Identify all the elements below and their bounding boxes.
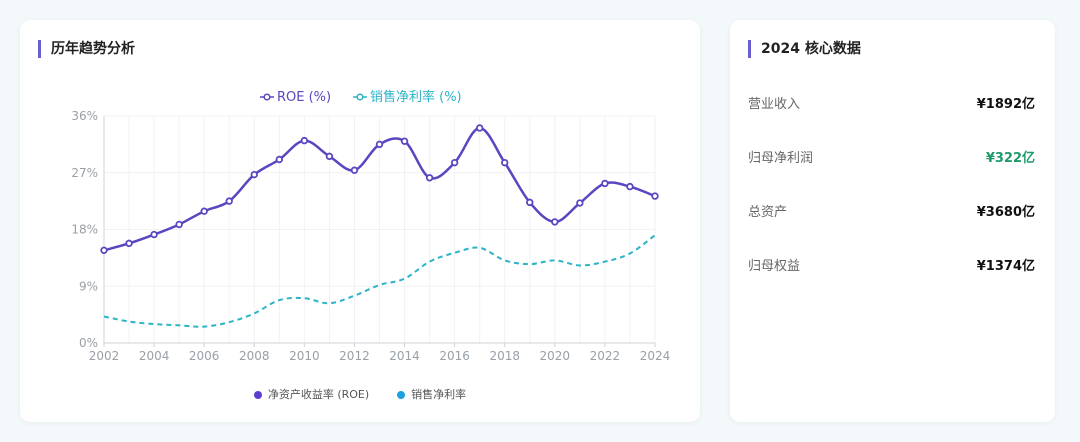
x-tick-label: 2012 <box>339 349 370 363</box>
core-row-equity: 归母权益 ¥1374亿 <box>748 252 1035 276</box>
row-label: 总资产 <box>748 204 788 220</box>
data-point <box>601 179 609 188</box>
bottom-legend-margin[interactable]: 销售净利率 <box>397 386 466 402</box>
legend-label: 净资产收益率 (ROE) <box>267 388 370 401</box>
row-label: 归母权益 <box>748 258 801 274</box>
core-data-card: 2024 核心数据 营业收入 ¥1892亿 归母净利润 ¥322亿 总资产 ¥3680… <box>730 20 1055 422</box>
data-point <box>501 158 509 167</box>
y-tick-label: 27% <box>71 166 98 180</box>
data-point <box>250 170 258 179</box>
x-tick-label: 2016 <box>439 349 470 363</box>
core-row-net-profit: 归母净利润 ¥322亿 <box>748 144 1035 168</box>
trend-chart: 0% 9% 18% 27% 36% 2002 2004 2006 2008 2010 2012 201… <box>71 89 671 363</box>
x-tick-label: 2022 <box>590 349 621 363</box>
y-tick-label: 18% <box>71 223 98 237</box>
row-label: 归母净利润 <box>748 150 814 166</box>
trend-title: 历年趋势分析 <box>38 40 135 58</box>
data-point <box>275 155 284 164</box>
dot-icon <box>253 391 262 399</box>
x-tick-label: 2008 <box>239 349 270 363</box>
row-value: ¥3680亿 <box>976 204 1035 220</box>
x-tick-label: 2014 <box>389 349 420 363</box>
legend-marker-icon <box>263 93 271 101</box>
core-row-total-assets: 总资产 ¥3680亿 <box>748 198 1035 222</box>
y-tick-label: 0% <box>79 336 98 350</box>
x-tick-label: 2002 <box>89 349 120 363</box>
series-line-1 <box>103 234 656 328</box>
data-point <box>300 136 309 145</box>
data-point <box>475 124 484 132</box>
row-value: ¥322亿 <box>985 150 1035 166</box>
legend-label: 销售净利率 (%) <box>370 89 462 105</box>
trend-card: 历年趋势分析 0% 9% 18% 27% 36% 2002 2004 2006 2008 2010… <box>20 20 700 422</box>
data-point <box>325 152 334 161</box>
data-point <box>225 197 233 205</box>
row-value: ¥1892亿 <box>976 96 1035 112</box>
data-point <box>526 198 534 207</box>
data-point <box>350 166 359 174</box>
x-tick-label: 2010 <box>289 349 320 363</box>
bottom-legend-roe[interactable]: 净资产收益率 (ROE) <box>253 386 370 402</box>
row-value: ¥1374亿 <box>976 258 1035 274</box>
data-point <box>100 246 108 255</box>
data-point <box>400 137 409 145</box>
x-tick-label: 2006 <box>189 349 220 363</box>
y-tick-label: 9% <box>79 279 98 293</box>
core-title: 2024 核心数据 <box>748 40 861 58</box>
legend-item-0[interactable]: ROE (%) <box>260 90 331 105</box>
core-row-revenue: 营业收入 ¥1892亿 <box>748 90 1035 114</box>
data-point <box>651 192 659 200</box>
legend-marker-icon <box>356 93 364 101</box>
legend-item-1[interactable]: 销售净利率 (%) <box>353 89 462 105</box>
data-point <box>626 182 634 191</box>
data-point <box>175 220 183 229</box>
bottom-legend: 净资产收益率 (ROE) 销售净利率 <box>20 386 700 402</box>
y-tick-label: 36% <box>71 109 98 123</box>
x-tick-label: 2004 <box>139 349 170 363</box>
data-point <box>450 158 459 167</box>
data-point <box>150 230 158 239</box>
legend-label: 销售净利率 <box>411 388 467 401</box>
data-point <box>576 199 584 207</box>
data-point <box>425 174 434 182</box>
data-point <box>200 207 208 215</box>
x-tick-label: 2024 <box>640 349 671 363</box>
dot-icon <box>397 391 406 399</box>
x-tick-label: 2018 <box>489 349 520 363</box>
row-label: 营业收入 <box>748 96 801 112</box>
legend-label: ROE (%) <box>277 90 331 105</box>
data-point <box>125 239 133 248</box>
data-point <box>551 218 559 226</box>
x-tick-label: 2020 <box>540 349 571 363</box>
data-point <box>375 140 384 149</box>
